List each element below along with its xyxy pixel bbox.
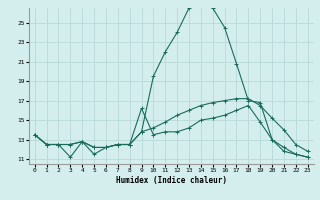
X-axis label: Humidex (Indice chaleur): Humidex (Indice chaleur) [116,176,227,185]
